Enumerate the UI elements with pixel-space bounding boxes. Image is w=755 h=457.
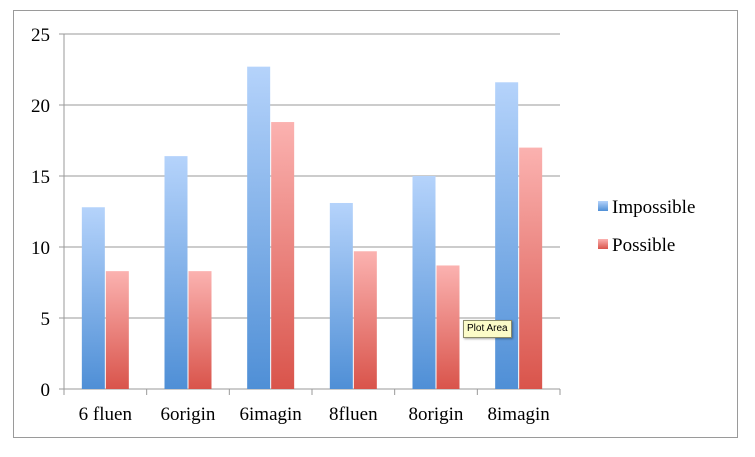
y-tick-label: 0	[41, 380, 51, 401]
y-tick-label: 5	[41, 309, 51, 330]
legend-swatch-possible	[598, 239, 608, 249]
bar-possible	[353, 251, 377, 389]
legend-label-possible: Possible	[612, 235, 675, 256]
bar-possible	[105, 271, 129, 389]
bar-impossible	[329, 202, 353, 389]
bar-impossible	[247, 66, 271, 389]
y-axis: 0 5 10 15 20 25	[31, 25, 50, 401]
x-axis: 6 fluen 6origin 6imagin 8fluen 8origin 8imagi…	[63, 389, 561, 425]
bar-impossible	[81, 207, 105, 389]
bar-impossible	[412, 176, 436, 389]
y-tick-label: 20	[31, 96, 50, 117]
legend: Impossible Possible	[598, 197, 695, 256]
x-tick-label: 8fluen	[329, 404, 378, 425]
x-tick-label: 8origin	[409, 404, 464, 425]
y-tick-label: 25	[31, 25, 50, 46]
plot-area[interactable]	[81, 66, 543, 389]
plot-area-tooltip: Plot Area	[463, 320, 512, 338]
x-tick-label: 6origin	[161, 404, 216, 425]
bar-possible	[188, 271, 212, 389]
x-tick-label: 8imagin	[488, 404, 551, 425]
y-tick-label: 15	[31, 167, 50, 188]
bar-possible	[271, 122, 295, 389]
gridlines	[59, 33, 560, 390]
bar-impossible	[164, 156, 188, 389]
x-tick-label: 6imagin	[240, 404, 303, 425]
bar-possible	[436, 265, 460, 389]
y-tick-label: 10	[31, 238, 50, 259]
bar-possible	[519, 147, 543, 389]
x-tick-label: 6 fluen	[79, 404, 133, 425]
bar-impossible	[495, 82, 519, 389]
legend-label-impossible: Impossible	[612, 197, 695, 218]
legend-swatch-impossible	[598, 201, 608, 211]
